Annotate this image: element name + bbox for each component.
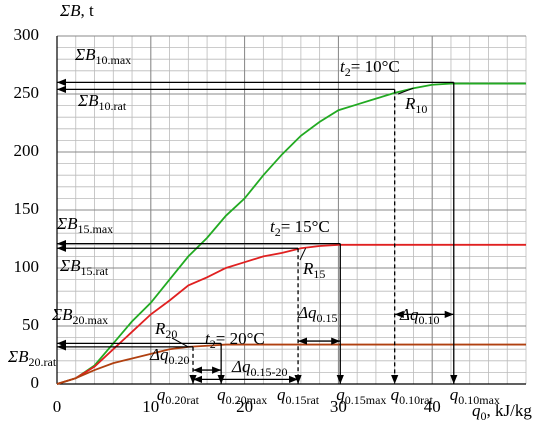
- delta-q-label: Δq0.10: [399, 305, 439, 327]
- b-max-label-main: ΣB: [51, 305, 73, 324]
- regime-label: R10: [404, 94, 427, 116]
- y-tick-label: 200: [14, 141, 40, 160]
- y-axis-label-main: ΣB: [59, 1, 81, 20]
- q-max-label-main: q: [217, 385, 226, 404]
- series-line: [56, 343, 526, 385]
- regime-label-sub: 20: [165, 327, 177, 341]
- series-label: t2= 10°C: [340, 57, 400, 79]
- x-axis-label-sub: 0: [481, 409, 487, 423]
- series-label-main: t: [270, 217, 276, 236]
- b-rat-label-main: ΣB: [59, 256, 81, 275]
- q-max-label-sub: 0.10max: [458, 393, 500, 407]
- q-max-label-main: q: [336, 385, 345, 404]
- q-max-label: q0.20max: [217, 385, 267, 407]
- q-rat-label: q0.15rat: [277, 385, 320, 407]
- series-label-main: t: [340, 57, 346, 76]
- q-rat-label-sub: 0.10rat: [399, 393, 433, 407]
- y-tick-label: 100: [14, 257, 40, 276]
- q-rat-label-main: q: [391, 385, 400, 404]
- regime-label: R20: [154, 319, 177, 341]
- regime-label-main: R: [404, 94, 416, 113]
- regime-label-main: R: [302, 259, 314, 278]
- x-axis-label-rest: , kJ/kg: [487, 401, 533, 420]
- delta-q-label-main: Δq: [297, 303, 317, 322]
- q-rat-label: q0.10rat: [391, 385, 434, 407]
- series-lines: [56, 82, 526, 385]
- delta-q-label: Δq0.20: [149, 345, 189, 367]
- b-rat-label-sub: 20.rat: [29, 355, 57, 369]
- delta-q-label-sub: 0.15: [316, 311, 337, 325]
- y-tick-label: 250: [14, 83, 40, 102]
- regime-label-main: R: [154, 319, 166, 338]
- series-label-main: t: [205, 329, 211, 348]
- q-rat-label-sub: 0.15rat: [285, 393, 319, 407]
- x-tick-label: 40: [424, 397, 441, 416]
- series-label: t2= 20°C: [205, 329, 265, 351]
- b-max-label-sub: 20.max: [73, 313, 109, 327]
- q-rat-label-main: q: [157, 385, 166, 404]
- b-max-label-sub: 15.max: [78, 222, 114, 236]
- b-max-label-sub: 10.max: [96, 53, 132, 67]
- leader-line: [397, 87, 414, 95]
- series-label-sub: 2: [345, 65, 351, 79]
- series-label: t2= 15°C: [270, 217, 330, 239]
- q-rat-label-sub: 0.20rat: [165, 393, 199, 407]
- y-tick-label: 50: [22, 315, 39, 334]
- regime-label: R15: [302, 259, 325, 281]
- series-label-rest: = 20°C: [216, 329, 265, 348]
- leader-line: [299, 248, 307, 261]
- q-max-label: q0.10max: [450, 385, 500, 407]
- b-rat-label: ΣB10.rat: [77, 91, 127, 113]
- series-label-sub: 2: [275, 225, 281, 239]
- b-rat-label-sub: 15.rat: [81, 264, 109, 278]
- b-rat-label-main: ΣB: [7, 347, 29, 366]
- x-axis-label-main: q: [472, 401, 481, 420]
- delta-q-label-main: Δq: [231, 357, 251, 376]
- x-axis-label: q0, kJ/kg: [472, 401, 532, 423]
- delta-q-label-sub: 0.15-20: [250, 365, 287, 379]
- x-tick-label: 0: [53, 397, 62, 416]
- b-max-label-main: ΣB: [74, 45, 96, 64]
- x-tick-label: 10: [142, 397, 159, 416]
- b-max-label: ΣB20.max: [51, 305, 108, 327]
- series-line: [56, 82, 526, 385]
- delta-q-label-sub: 0.10: [418, 313, 439, 327]
- b-max-label-main: ΣB: [56, 214, 78, 233]
- delta-q-label: Δq0.15: [297, 303, 337, 325]
- regime-label-sub: 15: [313, 267, 325, 281]
- delta-q-label-main: Δq: [149, 345, 169, 364]
- delta-q-label-sub: 0.20: [168, 353, 189, 367]
- b-max-label: ΣB10.max: [74, 45, 131, 67]
- q-rat-label-main: q: [277, 385, 286, 404]
- q-max-label-sub: 0.15max: [345, 393, 387, 407]
- y-tick-label: 150: [14, 199, 40, 218]
- delta-q-label: Δq0.15-20: [231, 357, 287, 379]
- x-tick-label: 20: [236, 397, 253, 416]
- b-rat-label: ΣB20.rat: [7, 347, 57, 369]
- y-tick-label: 0: [31, 373, 40, 392]
- q-rat-label: q0.20rat: [157, 385, 200, 407]
- y-axis-label: ΣB, t: [59, 1, 94, 20]
- leader-line: [171, 337, 189, 348]
- delta-q-label-main: Δq: [399, 305, 419, 324]
- b-rat-label-sub: 10.rat: [99, 99, 127, 113]
- series-label-rest: = 10°C: [351, 57, 400, 76]
- q-max-label-main: q: [450, 385, 459, 404]
- x-tick-label: 30: [330, 397, 347, 416]
- grid: [56, 35, 527, 385]
- series-line: [56, 243, 526, 385]
- q-max-label: q0.15max: [336, 385, 386, 407]
- b-rat-label: ΣB15.rat: [59, 256, 109, 278]
- series-label-sub: 2: [210, 337, 216, 351]
- b-rat-label-main: ΣB: [77, 91, 99, 110]
- y-axis-label-rest: , t: [81, 1, 95, 20]
- series-label-rest: = 15°C: [281, 217, 330, 236]
- q-max-label-sub: 0.20max: [226, 393, 268, 407]
- regime-label-sub: 10: [415, 102, 427, 116]
- y-tick-label: 300: [14, 25, 40, 44]
- annotations: [56, 78, 458, 384]
- b-max-label: ΣB15.max: [56, 214, 113, 236]
